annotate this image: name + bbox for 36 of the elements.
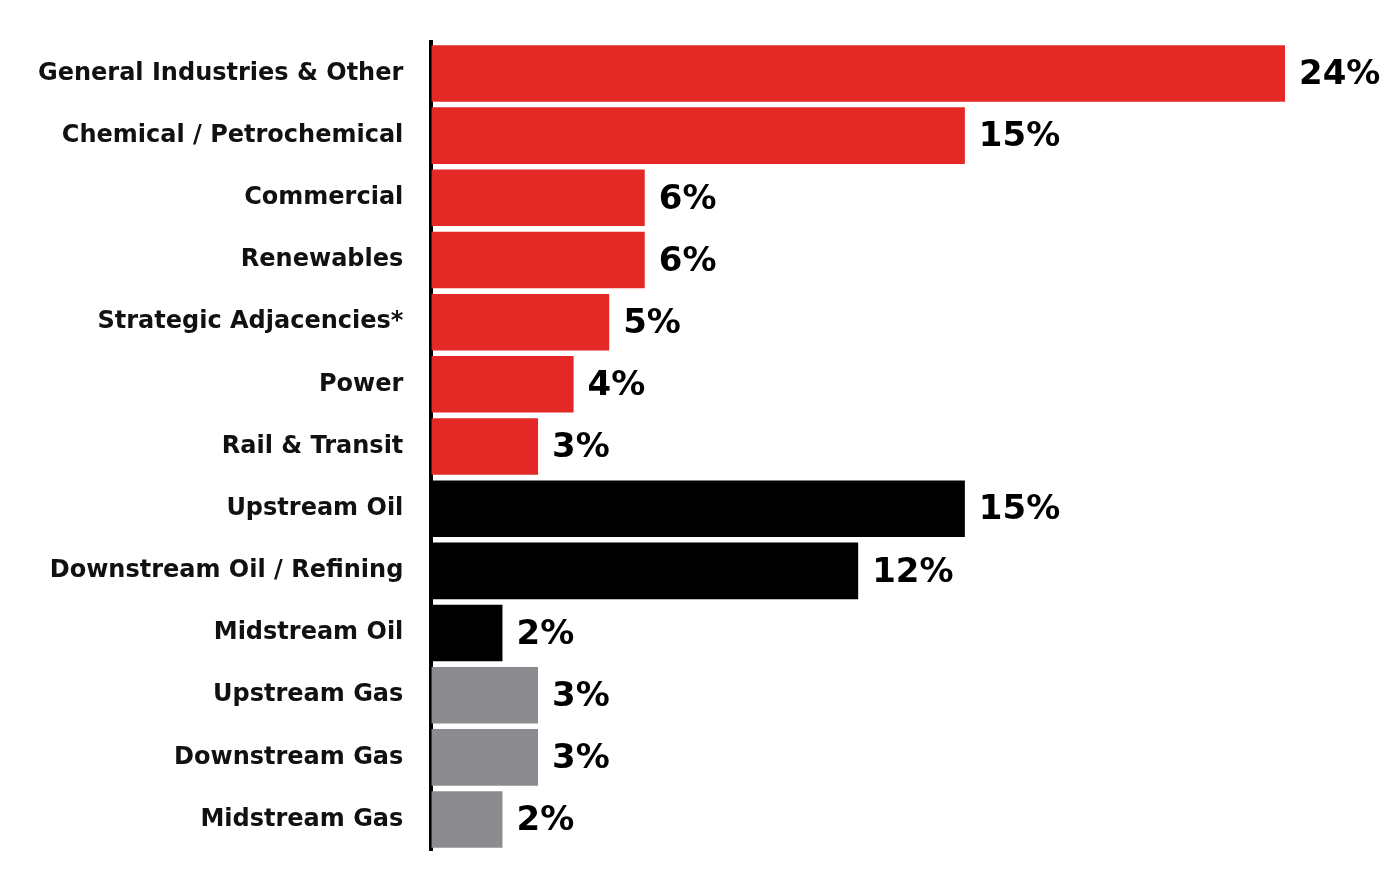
y-tick-label: Rail & Transit (221, 430, 404, 459)
data-label: 3% (552, 425, 610, 466)
y-tick-label: Midstream Gas (200, 803, 404, 832)
bar (431, 418, 539, 475)
bar (431, 791, 503, 848)
data-label: 2% (516, 798, 575, 839)
bar (431, 107, 965, 164)
y-tick-label: Upstream Oil (226, 492, 404, 521)
y-tick-label: Downstream Gas (174, 741, 404, 770)
y-tick-label: Strategic Adjacencies* (97, 306, 404, 335)
y-tick-label: Commercial (244, 182, 404, 211)
data-label: 4% (587, 363, 646, 404)
y-tick-label: Renewables (240, 244, 404, 273)
data-label: 15% (978, 114, 1061, 155)
y-tick-label: Downstream Oil / Refining (49, 555, 404, 584)
data-label: 3% (552, 736, 610, 777)
data-label: 6% (658, 238, 717, 279)
bar (431, 231, 645, 289)
data-label: 5% (623, 300, 681, 341)
y-tick-label: Upstream Gas (213, 679, 404, 708)
bar (431, 45, 1285, 102)
bar (431, 356, 574, 413)
data-label: 6% (658, 176, 717, 217)
y-tick-label: General Industries & Other (37, 57, 404, 86)
bar (431, 666, 539, 724)
bar (431, 293, 610, 351)
bar (431, 729, 539, 786)
data-label: 12% (872, 549, 954, 590)
y-tick-label: Power (318, 368, 404, 397)
bar (431, 169, 645, 227)
data-label: 15% (978, 487, 1061, 528)
y-tick-label: Chemical / Petrochemical (61, 119, 404, 148)
data-label: 24% (1299, 52, 1381, 93)
data-label: 3% (552, 674, 610, 715)
data-label: 2% (516, 611, 575, 652)
y-tick-label: Midstream Oil (213, 617, 404, 646)
